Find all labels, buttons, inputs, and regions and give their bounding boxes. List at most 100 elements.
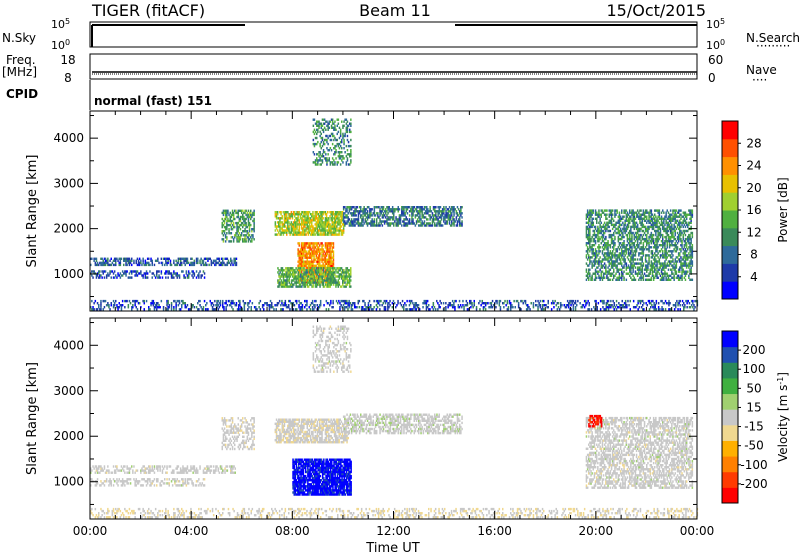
data-cell <box>339 140 342 144</box>
data-cell <box>168 306 170 309</box>
data-cell <box>321 153 324 156</box>
data-cell <box>415 304 417 307</box>
nsky-label: N.Sky <box>2 31 36 45</box>
data-cell <box>244 221 246 225</box>
data-cell <box>632 223 634 227</box>
data-cell <box>360 224 362 227</box>
data-cell <box>623 240 625 243</box>
data-cell <box>449 210 452 213</box>
data-cell <box>598 237 600 241</box>
data-cell <box>597 231 599 235</box>
data-cell <box>326 285 328 288</box>
data-cell <box>627 254 630 257</box>
data-cell <box>263 308 265 311</box>
data-cell <box>456 214 459 217</box>
data-cell <box>380 206 382 209</box>
data-cell <box>684 304 686 307</box>
data-cell <box>297 285 300 288</box>
data-cell <box>127 261 130 265</box>
data-cell <box>332 283 335 286</box>
data-cell <box>323 273 326 276</box>
data-cell <box>323 221 326 224</box>
data-cell <box>175 259 177 262</box>
data-cell <box>350 271 352 274</box>
data-cell <box>311 225 313 228</box>
data-cell <box>503 306 505 309</box>
data-cell <box>608 256 610 259</box>
data-cell <box>636 237 639 241</box>
data-cell <box>616 266 618 269</box>
data-cell <box>285 271 287 274</box>
data-cell <box>616 221 618 224</box>
data-cell <box>428 222 430 225</box>
data-cell <box>287 267 289 270</box>
data-cell <box>331 233 333 236</box>
data-cell <box>299 279 302 282</box>
data-cell <box>620 304 622 307</box>
data-cell <box>431 306 433 309</box>
data-cell <box>381 224 384 227</box>
data-cell <box>131 259 133 262</box>
data-cell <box>326 120 328 123</box>
data-cell <box>586 274 589 277</box>
data-cell <box>311 302 314 305</box>
data-cell <box>322 244 324 247</box>
data-cell <box>397 299 399 303</box>
data-cell <box>320 213 322 216</box>
data-cell <box>624 260 626 263</box>
data-cell <box>594 227 597 231</box>
data-cell <box>191 263 193 267</box>
data-cell <box>462 304 464 307</box>
data-cell <box>440 214 443 217</box>
data-cell <box>283 213 286 216</box>
data-cell <box>340 267 343 270</box>
data-cell <box>378 206 380 209</box>
data-cell <box>334 229 337 232</box>
data-cell <box>226 238 228 241</box>
data-cell <box>438 222 440 225</box>
data-cell <box>313 242 315 245</box>
data-cell <box>135 261 137 265</box>
data-cell <box>301 254 304 257</box>
data-cell <box>598 215 600 218</box>
data-cell <box>463 308 465 311</box>
data-cell <box>239 217 242 221</box>
data-cell <box>301 242 304 245</box>
data-cell <box>632 264 634 267</box>
data-cell <box>431 222 434 225</box>
data-cell <box>312 252 314 255</box>
data-cell <box>634 270 637 273</box>
data-cell <box>401 224 403 227</box>
data-cell <box>618 252 621 255</box>
data-cell <box>319 275 321 278</box>
data-cell <box>642 299 644 303</box>
data-cell <box>201 308 203 311</box>
data-cell <box>330 149 333 152</box>
data-cell <box>405 224 407 227</box>
data-cell <box>286 281 288 284</box>
data-cell <box>505 304 507 307</box>
data-cell <box>344 275 346 278</box>
data-cell <box>446 216 448 219</box>
data-cell <box>334 217 337 220</box>
data-cell <box>212 308 215 311</box>
data-cell <box>278 221 280 224</box>
data-cell <box>158 261 160 265</box>
data-cell <box>344 220 346 223</box>
data-cell <box>312 271 314 274</box>
data-cell <box>611 250 614 253</box>
data-cell <box>345 118 348 121</box>
data-cell <box>574 302 577 305</box>
data-cell <box>625 229 628 233</box>
data-cell <box>312 276 314 280</box>
data-cell <box>176 274 178 277</box>
data-cell <box>311 256 313 259</box>
data-cell <box>619 219 622 222</box>
data-cell <box>629 242 631 245</box>
data-cell <box>341 299 343 303</box>
data-cell <box>299 283 302 286</box>
data-cell <box>145 263 148 267</box>
data-cell <box>311 252 313 255</box>
data-cell <box>297 273 300 276</box>
data-cell <box>336 267 338 270</box>
